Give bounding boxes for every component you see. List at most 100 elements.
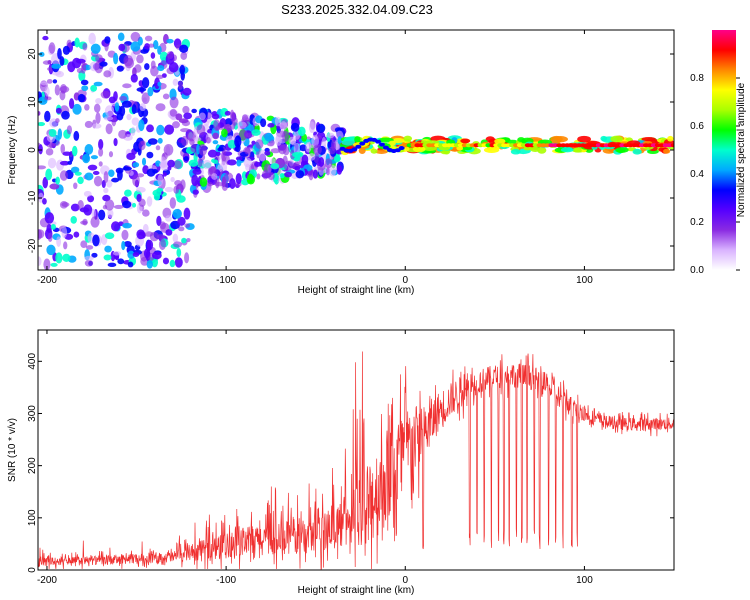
spectrogram-cell	[113, 204, 124, 209]
spectrogram-cell	[74, 171, 82, 176]
spectrogram-cell	[136, 87, 147, 92]
spectrogram-cell	[54, 84, 61, 96]
spectrogram-cell	[262, 169, 269, 180]
y-tick-label: 0	[27, 567, 38, 573]
spectrogram-cell	[144, 35, 153, 42]
spectrogram-cell	[184, 252, 190, 264]
spectrogram-cell	[244, 147, 251, 155]
spectrogram-cell	[156, 234, 166, 240]
spectrogram-cell	[104, 232, 115, 240]
spectrogram-cell	[205, 136, 211, 144]
spectrogram-cell	[90, 155, 99, 160]
spectrogram-cell	[316, 123, 326, 133]
spectrogram-cell	[157, 81, 162, 87]
spectrogram-cell	[192, 189, 199, 195]
spectrogram-cell	[43, 258, 51, 270]
spectrogram-cell	[105, 123, 113, 135]
spectrogram-cell	[55, 118, 60, 124]
spectrogram-cell	[211, 113, 220, 120]
spectrogram-cell	[98, 147, 104, 157]
spectrogram-cell	[71, 145, 78, 157]
spectrogram-cell	[237, 121, 247, 129]
spectrogram-cell	[38, 165, 47, 170]
spectrogram-cell	[80, 79, 89, 86]
spectrogram-cell	[121, 200, 132, 209]
spectrogram-cell	[47, 232, 53, 242]
spectrogram-cell	[83, 190, 92, 197]
spectrogram-cell	[615, 147, 629, 153]
spectrogram-xlabel: Height of straight line (km)	[298, 285, 415, 296]
spectrogram-cell	[305, 141, 312, 153]
spectrogram-cell	[279, 121, 288, 131]
spectrogram-cell	[370, 148, 378, 154]
spectrogram-cell	[66, 125, 73, 135]
spectrogram-cell	[221, 128, 228, 138]
spectrogram-cell	[142, 223, 149, 234]
spectrogram-cell	[132, 202, 137, 208]
spectrogram-cell	[138, 198, 146, 207]
spectrogram-cell	[91, 208, 96, 219]
spectrogram-cell	[241, 171, 247, 180]
spectrogram-cell	[134, 64, 142, 73]
spectrogram-cell	[57, 128, 63, 140]
spectrogram-cell	[641, 136, 656, 142]
figure-title: S233.2025.332.04.09.C23	[281, 2, 433, 17]
spectrogram-cell	[207, 182, 214, 187]
spectrogram-cell	[95, 54, 103, 64]
y-tick-label: -10	[27, 190, 38, 205]
spectrogram-cell	[117, 169, 123, 181]
spectrogram-cell	[270, 148, 281, 154]
spectrogram-cell	[62, 151, 72, 156]
snr-series-line	[37, 351, 674, 570]
spectrogram-cell	[155, 103, 166, 112]
spectrogram-cell	[124, 57, 135, 69]
spectrogram-cell	[90, 216, 100, 228]
spectrogram-cell	[274, 116, 282, 127]
spectrogram-cell	[61, 110, 70, 120]
spectrogram-cell	[178, 80, 184, 90]
spectrogram-cell	[150, 65, 159, 77]
spectrogram-cell	[169, 96, 179, 109]
spectrogram-cell	[60, 83, 67, 94]
spectrogram-cell	[107, 209, 114, 219]
spectrogram-cell	[670, 143, 674, 148]
spectrogram-cell	[238, 129, 249, 141]
spectrogram-cell	[93, 175, 103, 187]
spectrogram-cell	[174, 179, 182, 187]
spectrogram-cell	[59, 170, 68, 181]
spectrogram-cell	[494, 138, 506, 145]
spectrogram-cell	[158, 238, 167, 251]
spectrogram-cell	[38, 256, 42, 266]
spectrogram-cell	[131, 117, 140, 126]
spectrogram-cell	[82, 42, 88, 51]
spectrogram-cell	[221, 179, 229, 191]
spectrogram-cell	[138, 140, 146, 151]
spectrogram-cell	[132, 174, 140, 187]
spectrogram-cell	[98, 161, 103, 167]
spectrogram-cell	[144, 43, 150, 50]
colorbar-label: Normalized spectral amplitude	[736, 82, 747, 217]
colorbar-tick-label: 0.6	[690, 121, 704, 132]
spectrogram-cell	[61, 226, 68, 239]
spectrogram-cell	[189, 138, 195, 146]
spectrogram-cell	[157, 174, 164, 187]
colorbar-ticks: 0.0 0.2 0.4 0.6 0.8	[690, 73, 740, 276]
spectrogram-cell	[572, 148, 582, 153]
spectrogram-cell	[139, 103, 147, 112]
spectrogram-cell	[211, 173, 218, 180]
spectrogram-cell	[168, 62, 179, 73]
spectrogram-cell	[142, 209, 150, 217]
spectrogram-cell	[132, 252, 140, 258]
spectrogram-cell	[130, 31, 141, 42]
spectrogram-cell	[251, 129, 261, 136]
spectrogram-cell	[186, 238, 191, 243]
snr-ylabel: SNR (10 * v/v)	[7, 418, 18, 482]
colorbar-gradient	[712, 30, 736, 270]
spectrogram-cell	[46, 223, 52, 234]
spectrogram-cell	[166, 38, 174, 44]
x-tick-label: -100	[216, 275, 236, 286]
spectrogram-cell	[80, 240, 88, 248]
spectrogram-cell	[84, 172, 94, 181]
